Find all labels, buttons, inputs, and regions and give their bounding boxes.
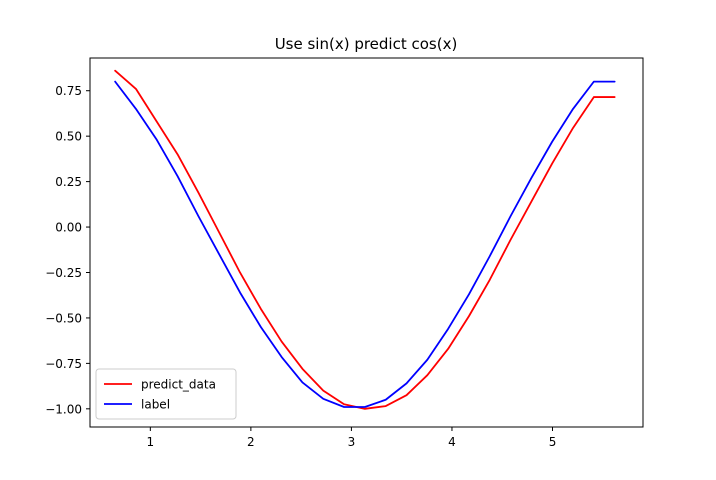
series-line-label bbox=[114, 80, 616, 408]
legend-label: label bbox=[141, 398, 170, 412]
x-tick-label: 1 bbox=[147, 435, 155, 449]
legend-label: predict_data bbox=[141, 378, 216, 392]
axes-frame bbox=[89, 57, 644, 428]
series-lines bbox=[114, 69, 616, 410]
y-tick-label: 0.25 bbox=[55, 175, 82, 189]
y-tick-label: −0.50 bbox=[45, 311, 82, 325]
y-tick-label: 0.00 bbox=[55, 221, 82, 235]
x-tick-label: 2 bbox=[247, 435, 255, 449]
x-tick-label: 4 bbox=[448, 435, 456, 449]
x-tick-label: 5 bbox=[549, 435, 557, 449]
y-tick-label: −0.75 bbox=[45, 357, 82, 371]
y-tick-label: 0.75 bbox=[55, 84, 82, 98]
legend-box bbox=[95, 368, 237, 420]
y-tick-label: 0.50 bbox=[55, 130, 82, 144]
axes: 1 2 3 4 5 0.75 0.50 0.25 0.00 −0.25 −0.50 −0.75 −1.0… bbox=[45, 57, 644, 449]
chart-title: Use sin(x) predict cos(x) bbox=[275, 35, 458, 53]
y-tick-label: −1.00 bbox=[45, 402, 82, 416]
x-tick-label: 3 bbox=[348, 435, 356, 449]
y-tick-label: −0.25 bbox=[45, 266, 82, 280]
series-line-predict-data bbox=[114, 69, 616, 410]
